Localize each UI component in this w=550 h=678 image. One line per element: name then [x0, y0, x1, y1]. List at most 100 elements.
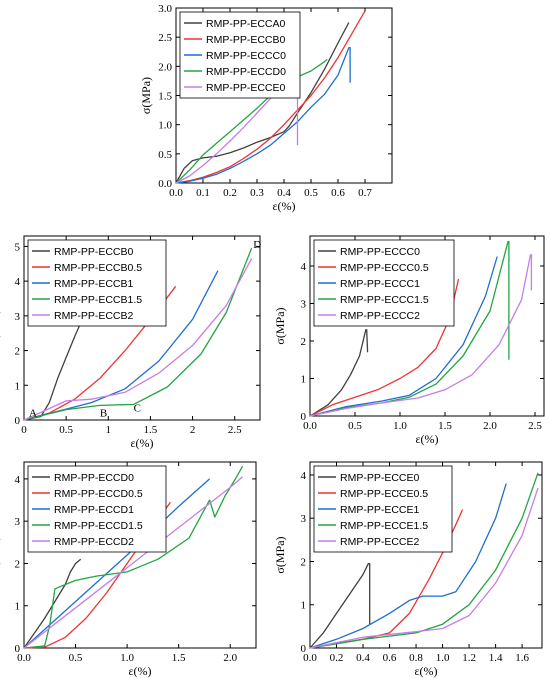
x-tick-label: 1.2	[462, 652, 476, 664]
y-tick-label: 1	[301, 374, 307, 386]
plot-frame	[23, 235, 261, 421]
y-tick-label: 1	[15, 601, 21, 613]
point-annotation: D	[253, 239, 261, 251]
x-tick-label: 0.7	[358, 187, 372, 199]
legend-entry: RMP-PP-ECCB2	[54, 310, 134, 322]
y-tick-label: 3	[15, 311, 21, 323]
x-tick-label: 0.5	[59, 424, 73, 436]
plot-frame	[23, 461, 257, 649]
y-tick-label: 4	[15, 276, 21, 288]
y-tick-label: 2	[15, 346, 21, 358]
legend-entry: RMP-PP-ECCC1.5	[340, 294, 429, 306]
series-line	[23, 247, 253, 421]
y-tick-label: 3.0	[158, 3, 172, 15]
x-tick-label: 1.6	[515, 652, 529, 664]
x-tick-label: 0.0	[17, 652, 31, 664]
legend-entry: RMP-PP-ECCE0.5	[340, 488, 428, 500]
y-tick-label: 4	[301, 470, 307, 482]
chart-3: 0.0 0.5 1.0 1.5 2.0 2.5 0 1 2 3 4 ε(%) σ(MPa) RMP-PP-…	[273, 235, 545, 446]
x-tick-label: 0.0	[303, 420, 317, 432]
x-tick-label: 0.4	[277, 187, 291, 199]
legend-box	[27, 239, 167, 327]
y-axis-label: σ(MPa)	[139, 77, 153, 114]
plot-frame	[309, 235, 545, 417]
x-axis-label: ε(%)	[272, 199, 295, 213]
chart-4: 0.0 0.5 1.0 1.5 2.0 0 1 2 3 4 ε(%) σ(MPa) RMP-PP-ECC…	[0, 461, 257, 678]
x-axis-label: ε(%)	[130, 436, 153, 450]
series-line	[23, 558, 82, 649]
y-axis-label: σ(MPa)	[0, 536, 1, 573]
x-tick-label: 0.0	[169, 187, 183, 199]
y-tick-label: 0	[15, 415, 21, 427]
legend-entry: RMP-PP-ECCD1	[54, 504, 134, 516]
series-line	[23, 317, 84, 421]
legend-entry: RMP-PP-ECCA0	[206, 18, 286, 30]
y-tick-label: 4	[15, 474, 21, 486]
y-tick-label: 3	[301, 299, 307, 311]
y-tick-label: 3	[301, 513, 307, 525]
series-line	[175, 22, 350, 184]
legend-entry: RMP-PP-ECCD0.5	[54, 488, 143, 500]
series-line	[309, 563, 371, 649]
x-tick-label: 0.0	[303, 652, 317, 664]
chart-2: 0 0.5 1 1.5 2 2.5 0 1 2 3 4 5 ε(%) σ(MPa) A B C D RMP-PP-E…	[0, 235, 261, 450]
y-tick-label: 2	[301, 336, 307, 348]
x-tick-label: 1.4	[489, 652, 503, 664]
y-tick-label: 2.0	[158, 61, 172, 73]
x-tick-label: 0.6	[331, 187, 345, 199]
series-line	[309, 472, 539, 649]
chart-1: 0.0 0.1 0.2 0.3 0.4 0.5 0.6 0.7 0.0 0.5 1.0 1.5 2.0 2…	[139, 3, 393, 213]
x-tick-label: 0.6	[383, 652, 397, 664]
x-tick-label: 0.4	[356, 652, 370, 664]
x-tick-label: 1.0	[436, 652, 450, 664]
point-annotation: C	[134, 402, 141, 414]
series-line	[175, 10, 366, 184]
x-tick-label: 2.5	[528, 420, 542, 432]
legend-entry: RMP-PP-ECCE1.5	[340, 520, 428, 532]
series-line	[23, 258, 253, 421]
y-axis-label: σ(MPa)	[273, 536, 287, 573]
y-tick-label: 2.5	[158, 32, 172, 44]
y-axis-label: σ(MPa)	[0, 309, 1, 346]
series-line	[309, 256, 498, 417]
point-annotation: B	[100, 408, 107, 420]
x-tick-label: 1	[106, 424, 112, 436]
legend-entry: RMP-PP-ECCB0.5	[54, 262, 142, 274]
x-axis-label: ε(%)	[415, 432, 438, 446]
legend-entry: RMP-PP-ECCC0	[206, 50, 286, 62]
y-tick-label: 1.5	[158, 91, 172, 103]
y-tick-label: 1	[15, 380, 21, 392]
series-line	[175, 47, 351, 184]
x-axis-label: ε(%)	[414, 664, 437, 678]
y-tick-label: 1.0	[158, 120, 172, 132]
legend-entry: RMP-PP-ECCB1.5	[54, 294, 142, 306]
legend-entry: RMP-PP-ECCC1	[340, 278, 420, 290]
series-line	[23, 478, 211, 649]
x-tick-label: 0.1	[196, 187, 210, 199]
series-line	[309, 254, 533, 417]
x-tick-label: 2.0	[223, 652, 237, 664]
series-line	[309, 329, 369, 417]
x-tick-label: 2	[190, 424, 196, 436]
legend-entry: RMP-PP-ECCC2	[340, 310, 420, 322]
y-tick-label: 3	[15, 516, 21, 528]
x-tick-label: 0.5	[304, 187, 318, 199]
legend-entry: RMP-PP-ECCB1	[54, 278, 134, 290]
y-tick-label: 2	[15, 558, 21, 570]
legend-entry: RMP-PP-ECCD0	[206, 66, 286, 78]
series-line	[309, 487, 539, 649]
point-annotation: A	[29, 408, 37, 420]
y-tick-label: 0.5	[158, 149, 172, 161]
y-tick-label: 4	[301, 261, 307, 273]
legend-entry: RMP-PP-ECCC0	[340, 246, 420, 258]
plot-frame	[309, 461, 543, 649]
x-tick-label: 1.5	[144, 424, 158, 436]
x-tick-label: 2.5	[228, 424, 242, 436]
y-tick-label: 1	[301, 600, 307, 612]
x-tick-label: 0.5	[348, 420, 362, 432]
legend-box	[313, 465, 453, 553]
x-tick-label: 1.5	[438, 420, 452, 432]
legend-entry: RMP-PP-ECCD0	[54, 472, 134, 484]
legend-entry: RMP-PP-ECCE0	[206, 82, 286, 94]
legend-box	[27, 465, 167, 553]
